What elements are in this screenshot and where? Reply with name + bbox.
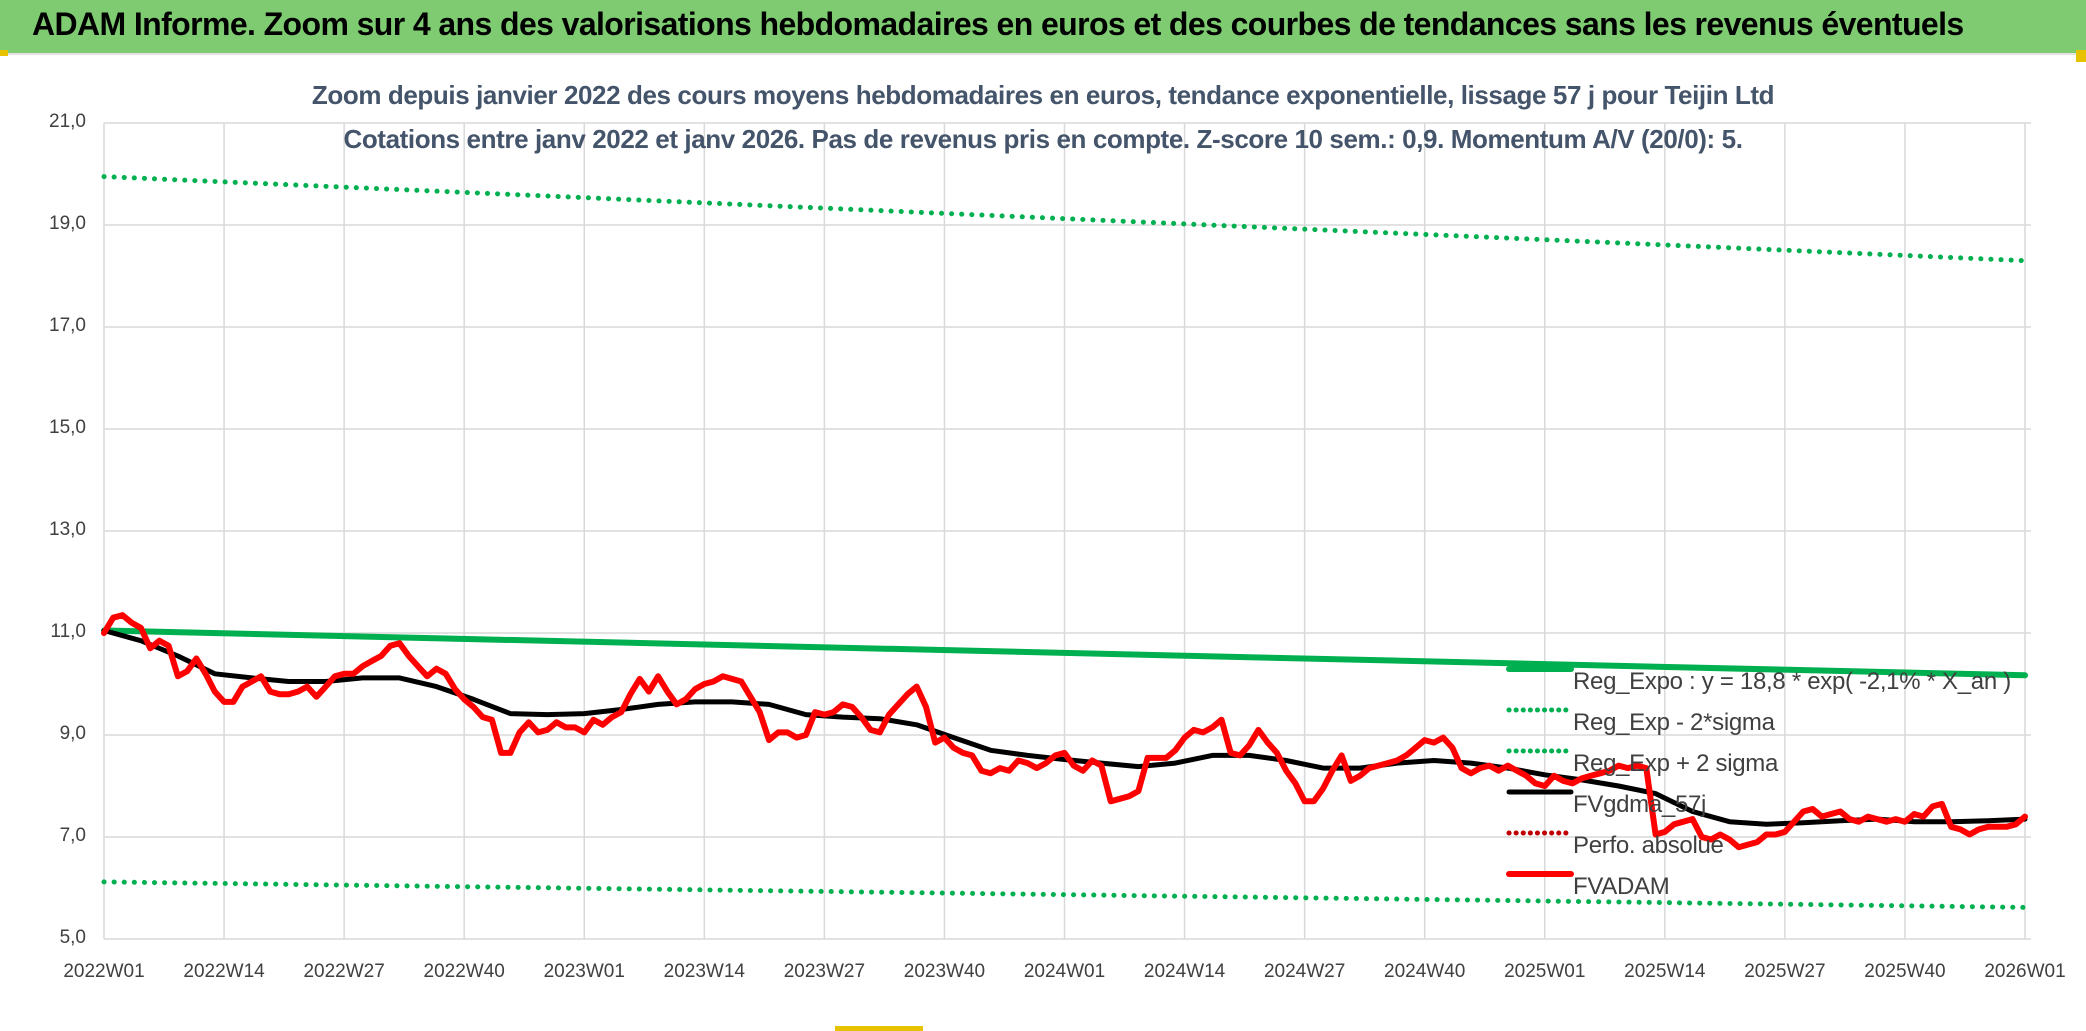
legend-item: Reg_Exp - 2*sigma	[1505, 705, 2005, 746]
legend-item: Perfo. absolue	[1505, 828, 2005, 869]
x-tick-label: 2022W14	[183, 961, 265, 982]
legend-label: Reg_Expo : y = 18,8 * exp( -2,1% * X_an …	[1573, 668, 2011, 695]
x-tick-label: 2023W27	[783, 961, 866, 982]
x-tick-label: 2022W27	[303, 961, 385, 982]
x-tick-label: 2022W40	[423, 961, 505, 982]
chart-subtitle: Cotations entre janv 2022 et janv 2026. …	[343, 124, 1743, 154]
legend-label: Reg_Exp + 2 sigma	[1573, 750, 1779, 777]
x-tick-label: 2023W14	[663, 961, 745, 982]
x-tick-label: 2026W01	[1984, 961, 2066, 982]
bottom-accent-mark	[835, 1026, 923, 1031]
chart-title: Zoom depuis janvier 2022 des cours moyen…	[311, 80, 1775, 110]
legend-label: FVADAM	[1573, 873, 1670, 900]
legend-swatch	[1506, 830, 1574, 836]
x-tick-label: 2024W27	[1263, 961, 1346, 982]
legend-item: FVgdma_57j	[1505, 787, 2005, 828]
y-tick-label: 7,0	[59, 825, 86, 846]
legend-swatch	[1506, 707, 1574, 713]
chart-area: Zoom depuis janvier 2022 des cours moyen…	[0, 56, 2086, 1031]
x-tick-label: 2023W40	[903, 961, 986, 982]
y-tick-label: 9,0	[59, 723, 86, 744]
y-tick-label: 5,0	[59, 927, 86, 948]
legend-swatch	[1506, 666, 1574, 672]
y-tick-label: 15,0	[49, 417, 86, 438]
x-tick-label: 2024W01	[1023, 961, 1106, 982]
y-tick-label: 21,0	[49, 111, 86, 132]
legend-label: FVgdma_57j	[1573, 791, 1707, 818]
legend-label: Perfo. absolue	[1573, 832, 1724, 859]
x-tick-label: 2025W40	[1864, 961, 1946, 982]
series-line-reg-exp-2-sigma	[101, 879, 2028, 910]
x-tick-label: 2024W14	[1143, 961, 1226, 982]
x-tick-label: 2025W27	[1744, 961, 1826, 982]
y-tick-label: 17,0	[49, 315, 86, 336]
x-tick-label: 2025W14	[1624, 961, 1706, 982]
legend-swatch	[1506, 871, 1574, 877]
series-line-fvadam	[101, 612, 2028, 851]
x-tick-label: 2024W40	[1384, 961, 1466, 982]
y-tick-label: 19,0	[49, 213, 86, 234]
series-line-reg-expo-y-18-8-exp-2-1-x-an	[101, 627, 2028, 679]
legend-item: Reg_Expo : y = 18,8 * exp( -2,1% * X_an …	[1505, 664, 2011, 705]
y-tick-label: 13,0	[49, 519, 86, 540]
x-tick-label: 2025W01	[1504, 961, 1586, 982]
legend-swatch	[1506, 789, 1574, 795]
y-tick-label: 11,0	[50, 621, 86, 642]
legend-item: Reg_Exp + 2 sigma	[1505, 746, 2005, 787]
report-title: ADAM Informe. Zoom sur 4 ans des valoris…	[32, 6, 1964, 42]
banner-corner-accent-left	[0, 50, 8, 56]
series-line-fvgdma-57j	[101, 628, 2028, 827]
legend-swatch	[1506, 748, 1574, 754]
x-tick-label: 2022W01	[63, 961, 145, 982]
legend-label: Reg_Exp - 2*sigma	[1573, 709, 1775, 736]
chart-legend: Reg_Expo : y = 18,8 * exp( -2,1% * X_an …	[1505, 664, 2011, 910]
x-tick-label: 2023W01	[543, 961, 625, 982]
banner-corner-accent-right	[2076, 50, 2086, 62]
chart-canvas	[101, 122, 2031, 940]
series-line-reg-exp-2-sigma	[101, 174, 2028, 264]
legend-item: FVADAM	[1505, 869, 2005, 910]
report-banner	[0, 0, 2086, 55]
